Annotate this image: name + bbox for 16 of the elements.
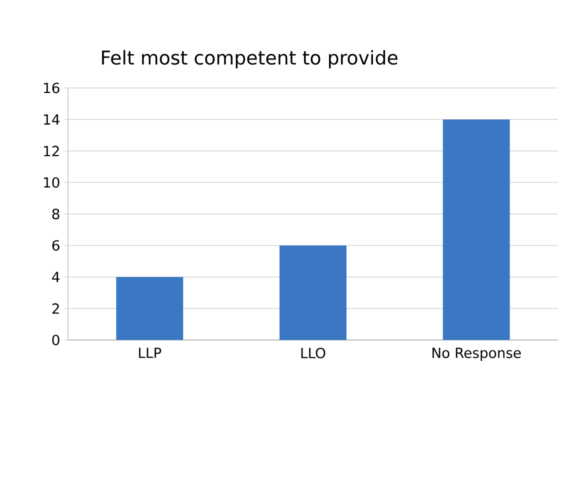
bar <box>280 245 346 340</box>
x-tick-label: LLP <box>139 348 162 358</box>
x-tick-label: LLO <box>301 348 326 358</box>
y-tick-label: 4 <box>52 272 60 282</box>
y-tick-label: 0 <box>52 334 60 346</box>
y-tick-label: 16 <box>44 82 60 94</box>
y-tick-label: 10 <box>44 177 60 188</box>
bar <box>116 276 184 340</box>
bar <box>442 119 510 340</box>
y-tick-label: 12 <box>44 146 59 156</box>
y-tick-label: 6 <box>52 240 60 251</box>
chart-title: Felt most competent to provide <box>102 50 398 68</box>
y-tick-label: 8 <box>52 208 60 220</box>
y-tick-label: 14 <box>44 114 60 125</box>
y-tick-label: 2 <box>52 303 59 314</box>
x-tick-label: No Response <box>432 348 521 361</box>
